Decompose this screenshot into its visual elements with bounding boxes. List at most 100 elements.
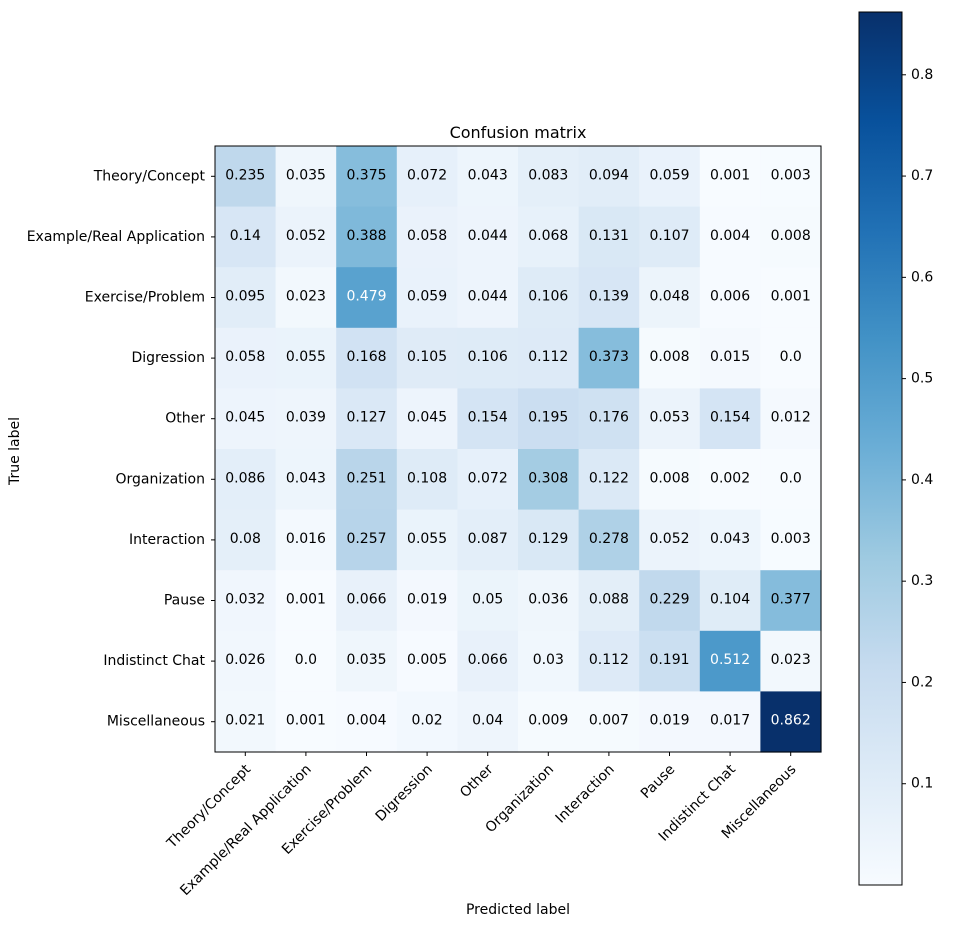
heatmap-cell-label: 0.104 [710, 592, 750, 608]
heatmap-cell-label: 0.087 [468, 531, 508, 547]
y-tick-label: Example/Real Application [27, 229, 205, 245]
heatmap-cell-label: 0.045 [407, 410, 447, 426]
heatmap-cell-label: 0.001 [286, 592, 326, 608]
y-tick-label: Digression [131, 350, 205, 366]
heatmap-cell [639, 206, 701, 268]
heatmap-cell [518, 570, 580, 632]
heatmap-cell-label: 0.058 [407, 228, 447, 244]
heatmap-cell-label: 0.053 [649, 410, 689, 426]
heatmap-cell-label: 0.168 [346, 349, 386, 365]
heatmap-cell-label: 0.058 [225, 349, 265, 365]
heatmap-cell-label: 0.068 [528, 228, 568, 244]
heatmap-cell-label: 0.195 [528, 410, 568, 426]
heatmap-cell-label: 0.043 [468, 167, 508, 183]
heatmap-cell [639, 388, 701, 450]
heatmap-cell [336, 206, 398, 268]
heatmap-cell [215, 570, 277, 632]
y-tick-label: Interaction [129, 532, 205, 548]
heatmap-cell [396, 449, 458, 511]
heatmap-cell-label: 0.122 [589, 470, 629, 486]
heatmap-cell [457, 146, 519, 208]
colorbar: 0.1 0.2 0.3 0.4 0.5 0.6 0.7 0.8 [858, 11, 933, 886]
heatmap-cell-label: 0.127 [346, 410, 386, 426]
heatmap-cell [578, 267, 640, 329]
heatmap-cell [578, 509, 640, 571]
heatmap-cell-label: 0.088 [589, 592, 629, 608]
heatmap-cell-label: 0.112 [589, 652, 629, 668]
heatmap-cell [639, 267, 701, 329]
heatmap-cell [639, 327, 701, 389]
heatmap-cell [275, 509, 337, 571]
heatmap-cell-label: 0.017 [710, 713, 750, 729]
heatmap-cell [457, 691, 519, 753]
heatmap-cell [396, 630, 458, 692]
heatmap-cell-label: 0.375 [346, 167, 386, 183]
heatmap-cell-label: 0.0 [780, 349, 802, 365]
heatmap-cell [457, 206, 519, 268]
heatmap-cell-label: 0.001 [286, 713, 326, 729]
y-axis: Theory/Concept Example/Real Application Ex… [27, 168, 215, 730]
heatmap-cell [275, 449, 337, 511]
heatmap-cell-label: 0.001 [771, 289, 811, 305]
heatmap-cell-label: 0.072 [407, 167, 447, 183]
heatmap-cell [396, 388, 458, 450]
heatmap-cell [699, 691, 761, 753]
heatmap-cell-label: 0.044 [468, 228, 508, 244]
heatmap-cell-label: 0.072 [468, 470, 508, 486]
chart-title: Confusion matrix [450, 123, 587, 142]
heatmap-cell [336, 267, 398, 329]
heatmap-cell [518, 630, 580, 692]
heatmap-cell [396, 691, 458, 753]
heatmap-cell [639, 449, 701, 511]
heatmap-cell [336, 146, 398, 208]
heatmap-cell-label: 0.251 [346, 470, 386, 486]
heatmap-cell [215, 691, 277, 753]
heatmap-cell [578, 388, 640, 450]
x-axis-label: Predicted label [466, 902, 570, 918]
heatmap-cell-label: 0.045 [225, 410, 265, 426]
heatmap-cell [699, 267, 761, 329]
heatmap-cell-label: 0.007 [589, 713, 629, 729]
heatmap-cell [518, 327, 580, 389]
colorbar-gradient [858, 11, 903, 886]
heatmap-cell [578, 570, 640, 632]
heatmap-cell-label: 0.015 [710, 349, 750, 365]
heatmap-cell [457, 449, 519, 511]
colorbar-tick-label: 0.6 [911, 269, 933, 285]
heatmap-cell-label: 0.235 [225, 167, 265, 183]
heatmap-cell-label: 0.373 [589, 349, 629, 365]
colorbar-tick-label: 0.4 [911, 472, 933, 488]
heatmap-cell [275, 146, 337, 208]
heatmap-cell-label: 0.191 [649, 652, 689, 668]
heatmap-cell-label: 0.004 [710, 228, 750, 244]
heatmap-cell-label: 0.016 [286, 531, 326, 547]
heatmap-cell [699, 570, 761, 632]
heatmap-cell-label: 0.052 [649, 531, 689, 547]
x-tick-label: Interaction [553, 762, 618, 827]
heatmap-cell [699, 146, 761, 208]
heatmap-cell [336, 630, 398, 692]
heatmap-cell [396, 509, 458, 571]
heatmap-cell [578, 146, 640, 208]
heatmap-cell [518, 509, 580, 571]
heatmap-cell [639, 630, 701, 692]
colorbar-tick-label: 0.8 [911, 67, 933, 83]
colorbar-tick-label: 0.7 [911, 168, 933, 184]
heatmap-cell-label: 0.021 [225, 713, 265, 729]
heatmap-cell-label: 0.0 [295, 652, 317, 668]
heatmap-cell [336, 691, 398, 753]
plot-frame [214, 145, 822, 753]
heatmap-cell-labels: 0.235 0.035 0.375 0.072 0.043 0.083 0.094 0.059… [225, 167, 810, 728]
heatmap-cell-label: 0.479 [346, 289, 386, 305]
heatmap-cell-label: 0.059 [407, 289, 447, 305]
heatmap-cell [760, 630, 822, 692]
heatmap-cell-label: 0.131 [589, 228, 629, 244]
heatmap-cell [578, 327, 640, 389]
heatmap-cell [639, 691, 701, 753]
heatmap-cell [336, 509, 398, 571]
heatmap-cell [457, 509, 519, 571]
heatmap-cell [215, 449, 277, 511]
heatmap-cell-label: 0.003 [771, 531, 811, 547]
y-tick-label: Theory/Concept [93, 168, 206, 184]
heatmap-cell [699, 630, 761, 692]
